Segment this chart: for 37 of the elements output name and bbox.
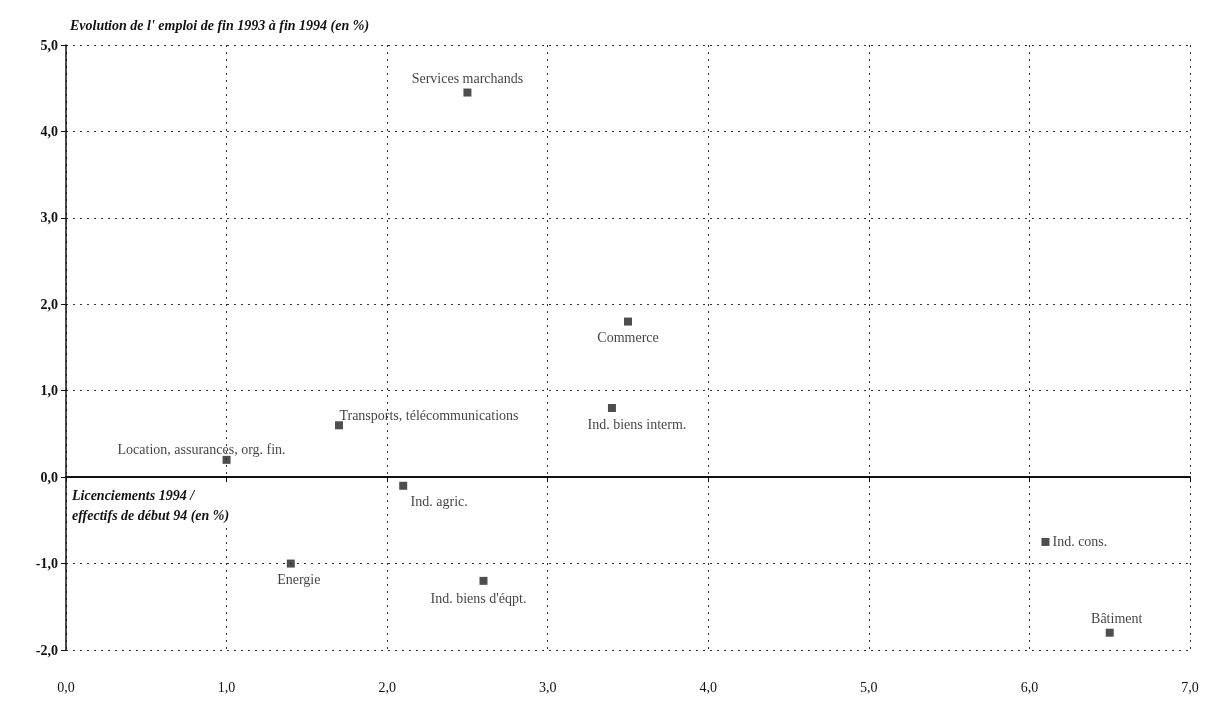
- y-tick-label: -1,0: [35, 556, 58, 572]
- annotation: Location, assurances, org. fin.: [117, 442, 286, 458]
- point: [479, 576, 488, 585]
- x-tick-label: 3,0: [538, 679, 557, 695]
- y-axis-title: Evolution de l' emploi de fin 1993 à fin 1994 (en %): [69, 17, 370, 34]
- point: [624, 317, 632, 326]
- annotation: Ind. cons.: [1052, 534, 1108, 550]
- x-axis-title: Licenciements 1994 / effectifs de début 94 (en %): [71, 487, 230, 524]
- annotation: Ind. agric.: [410, 494, 468, 510]
- annotation: Energie: [277, 572, 321, 588]
- annotation: Commerce: [597, 330, 659, 346]
- x-tick-label: 1,0: [217, 679, 236, 695]
- y-tick-label: -2,0: [35, 642, 58, 658]
- y-tick-label: 4,0: [40, 123, 58, 139]
- x-tick-label: 4,0: [699, 679, 718, 695]
- x-tick-label: 2,0: [378, 679, 396, 695]
- x-tick-label: 7,0: [1181, 679, 1199, 695]
- annotation: Bâtiment: [1091, 611, 1143, 627]
- annotation: Services marchands: [411, 71, 524, 87]
- point: [399, 481, 408, 490]
- y-tick-label: 2,0: [40, 296, 58, 312]
- point: [1105, 628, 1114, 637]
- point: [607, 404, 616, 412]
- point: [286, 559, 295, 568]
- y-tick-label: 5,0: [40, 37, 58, 53]
- y-tick-label: 0,0: [40, 469, 58, 485]
- point: [334, 421, 343, 430]
- x-tick-label: 6,0: [1020, 679, 1039, 695]
- x-tick-label: 5,0: [860, 679, 878, 695]
- y-tick-label: 1,0: [40, 383, 58, 399]
- point: [463, 88, 472, 97]
- annotation: Transports, télécommunications: [339, 407, 519, 423]
- point: [1041, 537, 1050, 546]
- annotation: Ind. biens d'éqpt.: [430, 591, 527, 607]
- y-tick-label: 3,0: [40, 210, 58, 226]
- x-tick-label: 0,0: [57, 679, 75, 695]
- annotation: Ind. biens interm.: [587, 416, 687, 432]
